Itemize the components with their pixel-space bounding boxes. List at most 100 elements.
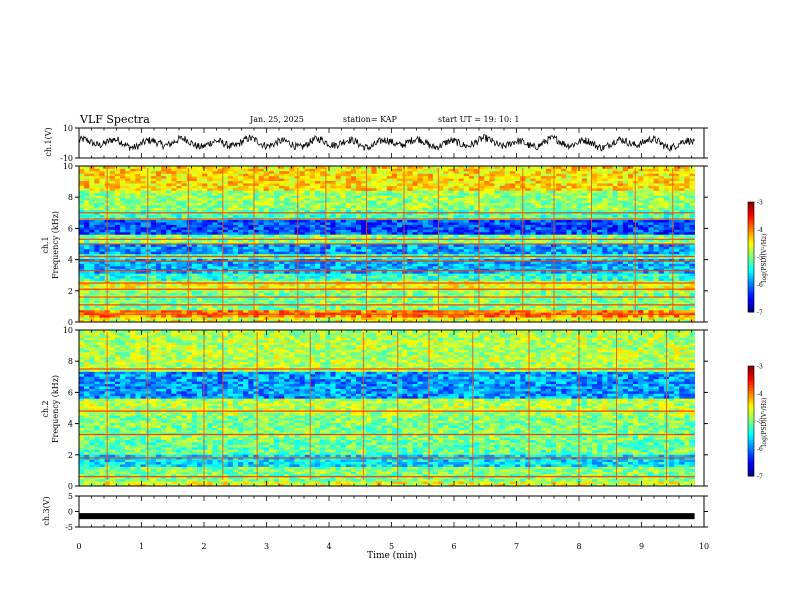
ch1-spectrogram-cell [576, 285, 583, 289]
ch1-spectrogram-cell [479, 265, 485, 269]
ch1-spectrogram-cell [166, 224, 172, 228]
ch1-spectrogram-cell [125, 261, 131, 264]
ch1-spectrogram-cell [607, 244, 613, 247]
ch1-spectrogram-cell [202, 283, 208, 286]
ch1-spectrogram-cell [186, 244, 193, 247]
ch1-spectrogram-cell [130, 263, 136, 267]
ch1-spectrogram-cell [438, 290, 444, 294]
ch1-spectrogram-cell [427, 268, 434, 272]
ch1-spectrogram-cell [402, 239, 408, 242]
ch1-spectrogram-cell [155, 270, 162, 274]
ch1-spectrogram-cell [155, 263, 162, 267]
ch1-spectrogram-cell [299, 258, 306, 262]
ch1-spectrogram-cell [114, 304, 121, 308]
ch1-spectrogram-cell [258, 251, 265, 255]
ch1-spectrogram-cell [684, 236, 690, 240]
station-label: station= KAP [343, 115, 398, 124]
ch1-spectrogram-cell [448, 234, 454, 238]
ch1-spectrogram-cell [463, 236, 470, 240]
ch1-spectrogram-cell [217, 280, 224, 284]
ch1-spectrogram-cell [617, 317, 624, 320]
ch1-spectrogram-cell [489, 275, 495, 279]
ch1-spectrogram-cell [597, 256, 603, 260]
ch1-spectrogram-cell [161, 285, 167, 289]
ch1-spectrogram-cell [448, 304, 454, 308]
ch1-spectrogram-cell [397, 278, 403, 281]
ch1-spectrogram-cell [79, 261, 85, 264]
ch1-spectrogram-cell [489, 300, 495, 303]
ch1-spectrogram-cell [99, 285, 106, 289]
ch1-spectrogram-cell [622, 256, 629, 260]
ch1-spectrogram-cell [412, 268, 418, 272]
ch1-spectrogram-cell [356, 246, 362, 250]
ch1-spectrogram-cell [397, 314, 403, 318]
ch1-spectrogram-cell [263, 229, 270, 233]
ch1-spectrogram-cell [248, 285, 254, 289]
ch1-spectrogram-cell [448, 248, 454, 252]
ch1-spectrogram-cell [125, 307, 131, 311]
ch1-spectrogram-cell [238, 297, 244, 301]
ch1-spectrogram-cell [376, 309, 383, 313]
ch1-spectrogram-cell [648, 224, 654, 228]
ch1-spectrogram-cell [243, 319, 249, 323]
ch1-spectrogram-cell [627, 256, 634, 260]
ch1-spectrogram-cell [135, 273, 141, 277]
ch1-spectrogram-cell [684, 270, 690, 274]
ch1-spectrogram-cell [566, 304, 572, 308]
ch1-spectrogram-cell [674, 278, 680, 281]
ch1-spectrogram-cell [248, 317, 254, 320]
ch1-spectrogram-cell [679, 226, 685, 230]
ch1-spectrogram-cell [120, 300, 126, 303]
ch1-spectrogram-cell [663, 292, 670, 296]
ch1-spectrogram-cell [258, 304, 265, 308]
ch1-spectrogram-cell [504, 307, 511, 311]
ch1-spectrogram-cell [335, 317, 342, 320]
ch1-spectrogram-cell [135, 231, 141, 235]
ch1-spectrogram-cell [381, 236, 388, 240]
ch1-spectrogram-cell [381, 261, 388, 264]
ch1-spectrogram-cell [566, 270, 572, 274]
ch1-spectrogram-cell [397, 273, 403, 277]
ch1-spectrogram-cell [556, 251, 562, 255]
ch1-spectrogram-cell [453, 241, 460, 245]
ch1-spectrogram-cell [227, 300, 234, 303]
ch1-spectrogram-cell [432, 290, 439, 294]
ch1-spectrogram-cell [674, 273, 680, 277]
ch1-spectrogram-cell [345, 251, 352, 255]
ch1-spectrogram-cell [643, 292, 649, 296]
ch1-spectrogram-cell [381, 273, 388, 277]
ch1-spectrogram-cell [633, 246, 639, 250]
ch1-spectrogram-cell [448, 280, 454, 284]
ch1-spectrogram-cell [602, 302, 608, 306]
ch1-spectrogram-cell [438, 285, 444, 289]
ch1-spectrogram-cell [668, 253, 675, 257]
ch1-spectrogram-cell [191, 222, 198, 225]
ch1-spectrogram-cell [658, 251, 665, 255]
ch1-spectrogram-cell [474, 265, 480, 269]
ch1-spectrogram-cell [391, 302, 398, 306]
ch1-spectrogram-cell [525, 231, 531, 235]
ch1-spectrogram-cell [689, 268, 696, 272]
ch1-spectrogram-cell [79, 319, 85, 323]
ch1-spectrogram-cell [489, 256, 495, 260]
ch1-spectrogram-cell [99, 258, 106, 262]
ch1-spectrogram-cell [299, 309, 306, 313]
ch1-spectrogram-cell [612, 234, 619, 238]
ch1-spectrogram-cell [658, 261, 665, 264]
ch1-spectrogram-cell [248, 280, 254, 284]
ch1-spectrogram-cell [207, 226, 213, 230]
ch1-spectrogram-cell [592, 231, 598, 235]
ch1-spectrogram-cell [443, 302, 449, 306]
ch1-spectrogram-cell [422, 302, 429, 306]
ch1-spectrogram-cell [304, 263, 311, 267]
ch1-spectrogram-cell [227, 265, 234, 269]
ch1-spectrogram-cell [289, 268, 295, 272]
ch1-spectrogram-cell [545, 283, 552, 286]
ch1-spectrogram-cell [617, 234, 624, 238]
ch1-spectrogram-cell [176, 280, 182, 284]
ch1-spectrogram-cell [114, 292, 121, 296]
ch1-spectrogram-cell [356, 314, 362, 318]
ch1-spectrogram-cell [330, 265, 336, 269]
ch1-spectrogram-cell [381, 290, 388, 294]
ch1-spectrogram-cell [135, 297, 141, 301]
